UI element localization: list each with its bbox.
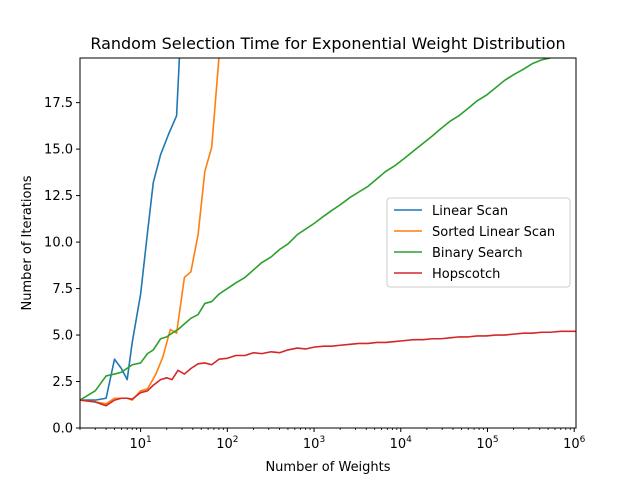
x-tick-label-1: 102 <box>216 435 238 452</box>
legend-box <box>386 197 571 288</box>
series-line-3 <box>80 330 576 407</box>
y-tick-label-7: 17.5 <box>44 96 73 111</box>
chart-title: Random Selection Time for Exponential We… <box>90 34 565 53</box>
legend-label-2: Binary Search <box>432 246 523 261</box>
y-tick-label-2: 5.0 <box>52 329 73 344</box>
x-tick-label-4: 105 <box>476 435 498 452</box>
y-tick-label-5: 12.5 <box>44 189 73 204</box>
x-tick-label-5: 106 <box>563 435 586 452</box>
series-line-1 <box>80 58 220 405</box>
legend-label-0: Linear Scan <box>432 204 508 219</box>
plot-frame <box>79 57 577 429</box>
x-tick-label-2: 103 <box>303 435 325 452</box>
y-axis-label: Number of Iterations <box>20 175 35 310</box>
legend: Linear Scan Sorted Linear Scan Binary Sear… <box>386 197 571 288</box>
y-tick-label-4: 10.0 <box>44 236 73 251</box>
series-layer <box>80 58 576 407</box>
y-tick-label-1: 2.5 <box>52 375 73 390</box>
y-tick-label-6: 15.0 <box>44 143 73 158</box>
y-tick-label-3: 7.5 <box>52 282 73 297</box>
y-axis: 0.0 2.5 5.0 7.5 10.0 12.5 15.0 17.5 <box>44 96 80 437</box>
legend-label-1: Sorted Linear Scan <box>432 225 555 240</box>
legend-label-3: Hopscotch <box>432 267 500 282</box>
series-line-0 <box>80 58 181 401</box>
x-axis-label: Number of Weights <box>265 460 390 475</box>
x-tick-label-3: 104 <box>390 435 413 452</box>
series-line-2 <box>80 58 551 401</box>
x-tick-label-0: 101 <box>129 435 151 452</box>
x-axis: 101 102 103 104 105 106 <box>79 428 586 452</box>
y-tick-label-0: 0.0 <box>52 422 73 437</box>
